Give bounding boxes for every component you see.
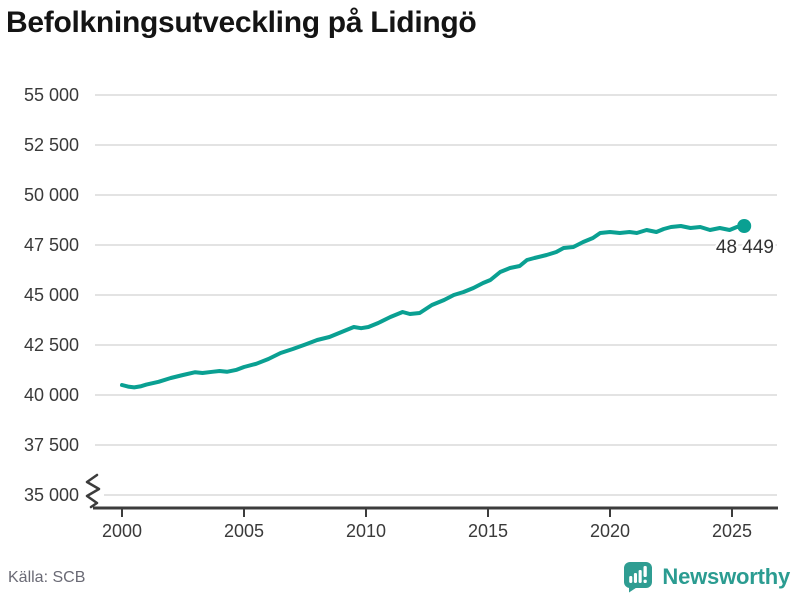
source-caption: Källa: SCB <box>8 569 86 586</box>
y-tick-label: 55 000 <box>24 85 79 105</box>
y-tick-label: 50 000 <box>24 185 79 205</box>
y-tick-label: 45 000 <box>24 285 79 305</box>
y-tick-label: 40 000 <box>24 385 79 405</box>
x-tick-label: 2010 <box>346 521 386 541</box>
chart-title: Befolkningsutveckling på Lidingö <box>6 6 477 39</box>
axis-break-icon <box>85 473 101 509</box>
x-tick-label: 2005 <box>224 521 264 541</box>
newsworthy-logo[interactable]: Newsworthy <box>622 561 790 593</box>
newsworthy-logo-icon <box>624 562 653 593</box>
end-point-dot <box>737 219 752 233</box>
x-tick-label: 2025 <box>712 521 752 541</box>
y-tick-label: 35 000 <box>24 485 79 505</box>
y-tick-label: 52 500 <box>24 135 79 155</box>
newsworthy-wordmark: Newsworthy <box>662 564 790 589</box>
x-tick-label: 2020 <box>590 521 630 541</box>
x-tick-label: 2015 <box>468 521 508 541</box>
y-tick-label: 47 500 <box>24 235 79 255</box>
y-tick-label: 37 500 <box>24 435 79 455</box>
population-line <box>120 224 747 390</box>
y-tick-label: 42 500 <box>24 335 79 355</box>
x-tick-label: 2000 <box>102 521 142 541</box>
end-value-label: 48 449 <box>716 237 774 258</box>
